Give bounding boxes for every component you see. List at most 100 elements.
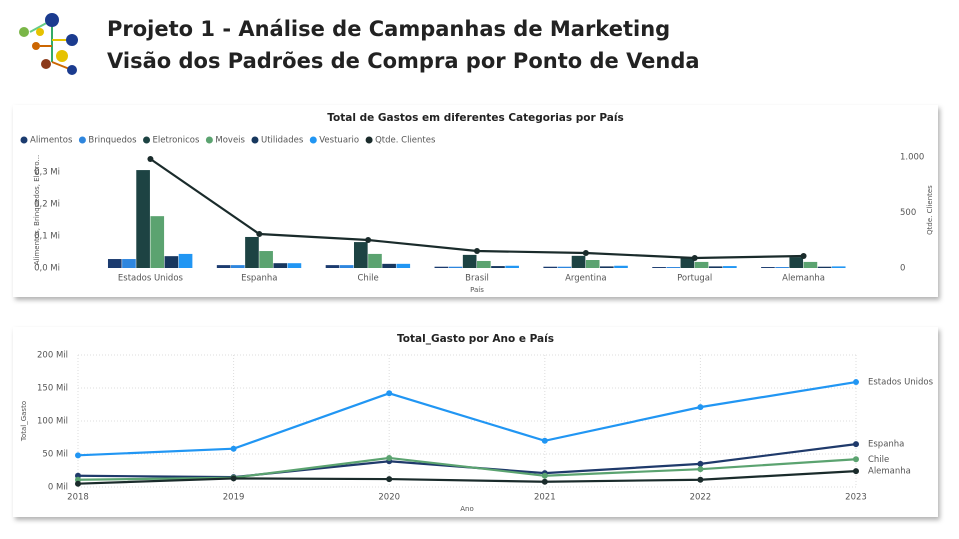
legend-marker	[365, 136, 373, 144]
legend-marker	[20, 136, 28, 144]
bar	[491, 266, 505, 268]
bar	[477, 260, 491, 268]
line-marker	[386, 454, 393, 461]
bar	[462, 254, 477, 268]
y-tick-label: 0,3 Mi	[34, 168, 60, 178]
bar	[150, 216, 165, 268]
bar	[107, 259, 122, 268]
legend-marker	[143, 136, 151, 144]
y-tick-label: 0,1 Mi	[34, 232, 60, 242]
line-marker	[75, 452, 81, 459]
x-tick-label: 2018	[67, 493, 89, 503]
bar	[396, 263, 411, 268]
line-marker	[800, 253, 807, 260]
x-axis-title: Ano	[460, 505, 474, 513]
bar	[353, 242, 368, 268]
bar	[230, 265, 245, 268]
bar	[382, 263, 396, 268]
line-marker	[256, 231, 263, 238]
line-marker	[230, 445, 237, 452]
page-subtitle: Visão dos Padrões de Compra por Ponto de…	[107, 49, 700, 73]
line-marker	[697, 466, 704, 473]
line-marker	[230, 475, 237, 482]
line-marker	[474, 248, 480, 255]
x-tick-label: Estados Unidos	[118, 274, 184, 284]
line	[77, 380, 857, 457]
bar	[761, 267, 775, 268]
bar	[259, 251, 273, 268]
chart-title: Total de Gastos em diferentes Categorias…	[327, 112, 623, 124]
legend-marker	[309, 136, 317, 144]
bar	[339, 265, 354, 268]
bar	[505, 265, 519, 268]
bar	[666, 267, 681, 268]
bar	[831, 266, 846, 268]
line	[77, 456, 857, 481]
bar	[287, 263, 302, 268]
legend-label: Vestuario	[319, 136, 359, 146]
x-tick-label: 2020	[378, 493, 400, 503]
bar	[216, 265, 231, 268]
legend-marker	[78, 136, 86, 144]
line-marker	[147, 155, 154, 162]
bar	[708, 266, 723, 268]
bar	[817, 266, 832, 268]
bar	[273, 263, 288, 268]
line-marker	[853, 379, 859, 386]
bar	[245, 236, 259, 268]
y-tick-label: 0,2 Mi	[34, 200, 60, 210]
x-tick-label: Portugal	[677, 274, 712, 284]
line-marker	[386, 390, 393, 397]
bar	[600, 266, 614, 268]
x-tick-label: Chile	[358, 274, 379, 284]
line-marker	[853, 441, 859, 448]
line-marker	[853, 456, 859, 463]
bar	[557, 266, 572, 268]
line-marker	[853, 468, 859, 475]
line-marker	[386, 476, 393, 483]
bar	[775, 267, 789, 268]
line-marker	[697, 460, 704, 467]
line-end-label: Chile	[868, 455, 889, 465]
y2-tick-label: 0	[900, 264, 905, 274]
line-marker	[582, 250, 589, 257]
bar	[136, 170, 150, 268]
line-marker	[365, 237, 372, 244]
line-marker	[697, 476, 704, 483]
x-tick-label: Espanha	[241, 274, 277, 284]
y-tick-label: 150 Mil	[37, 384, 68, 394]
bar	[614, 265, 628, 268]
x-tick-label: 2021	[534, 493, 556, 503]
bar	[694, 261, 709, 268]
bar	[448, 266, 463, 268]
legend-label: Alimentos	[30, 136, 73, 146]
legend-marker	[251, 136, 259, 144]
bar	[652, 267, 666, 268]
legend-label: Moveis	[215, 136, 245, 146]
bar	[803, 261, 818, 268]
y-axis-title: Alimentos, Brinquedos, Eletro...	[33, 155, 41, 265]
legend-label: Brinquedos	[88, 136, 137, 146]
logo	[19, 13, 78, 75]
line-marker	[541, 437, 548, 444]
line-marker	[541, 472, 548, 479]
x-tick-label: 2019	[223, 493, 245, 503]
line-end-label: Espanha	[868, 440, 904, 450]
x-tick-label: 2022	[690, 493, 712, 503]
y-tick-label: 0 Mil	[48, 483, 68, 493]
legend-label: Eletronicos	[153, 136, 200, 146]
line-end-label: Estados Unidos	[868, 378, 934, 388]
y2-tick-label: 1.000	[900, 152, 924, 162]
page-title: Projeto 1 - Análise de Campanhas de Mark…	[107, 17, 670, 41]
bar	[680, 257, 695, 268]
bar	[723, 266, 737, 268]
card	[13, 105, 938, 297]
y-tick-label: 0,0 Mi	[34, 264, 60, 274]
line-end-label: Alemanha	[868, 467, 911, 477]
y-tick-label: 100 Mil	[37, 417, 68, 427]
y2-tick-label: 500	[900, 208, 916, 218]
line-marker	[541, 478, 548, 485]
line-marker	[697, 404, 704, 411]
x-axis-title: País	[470, 286, 484, 294]
legend-marker	[205, 136, 213, 144]
